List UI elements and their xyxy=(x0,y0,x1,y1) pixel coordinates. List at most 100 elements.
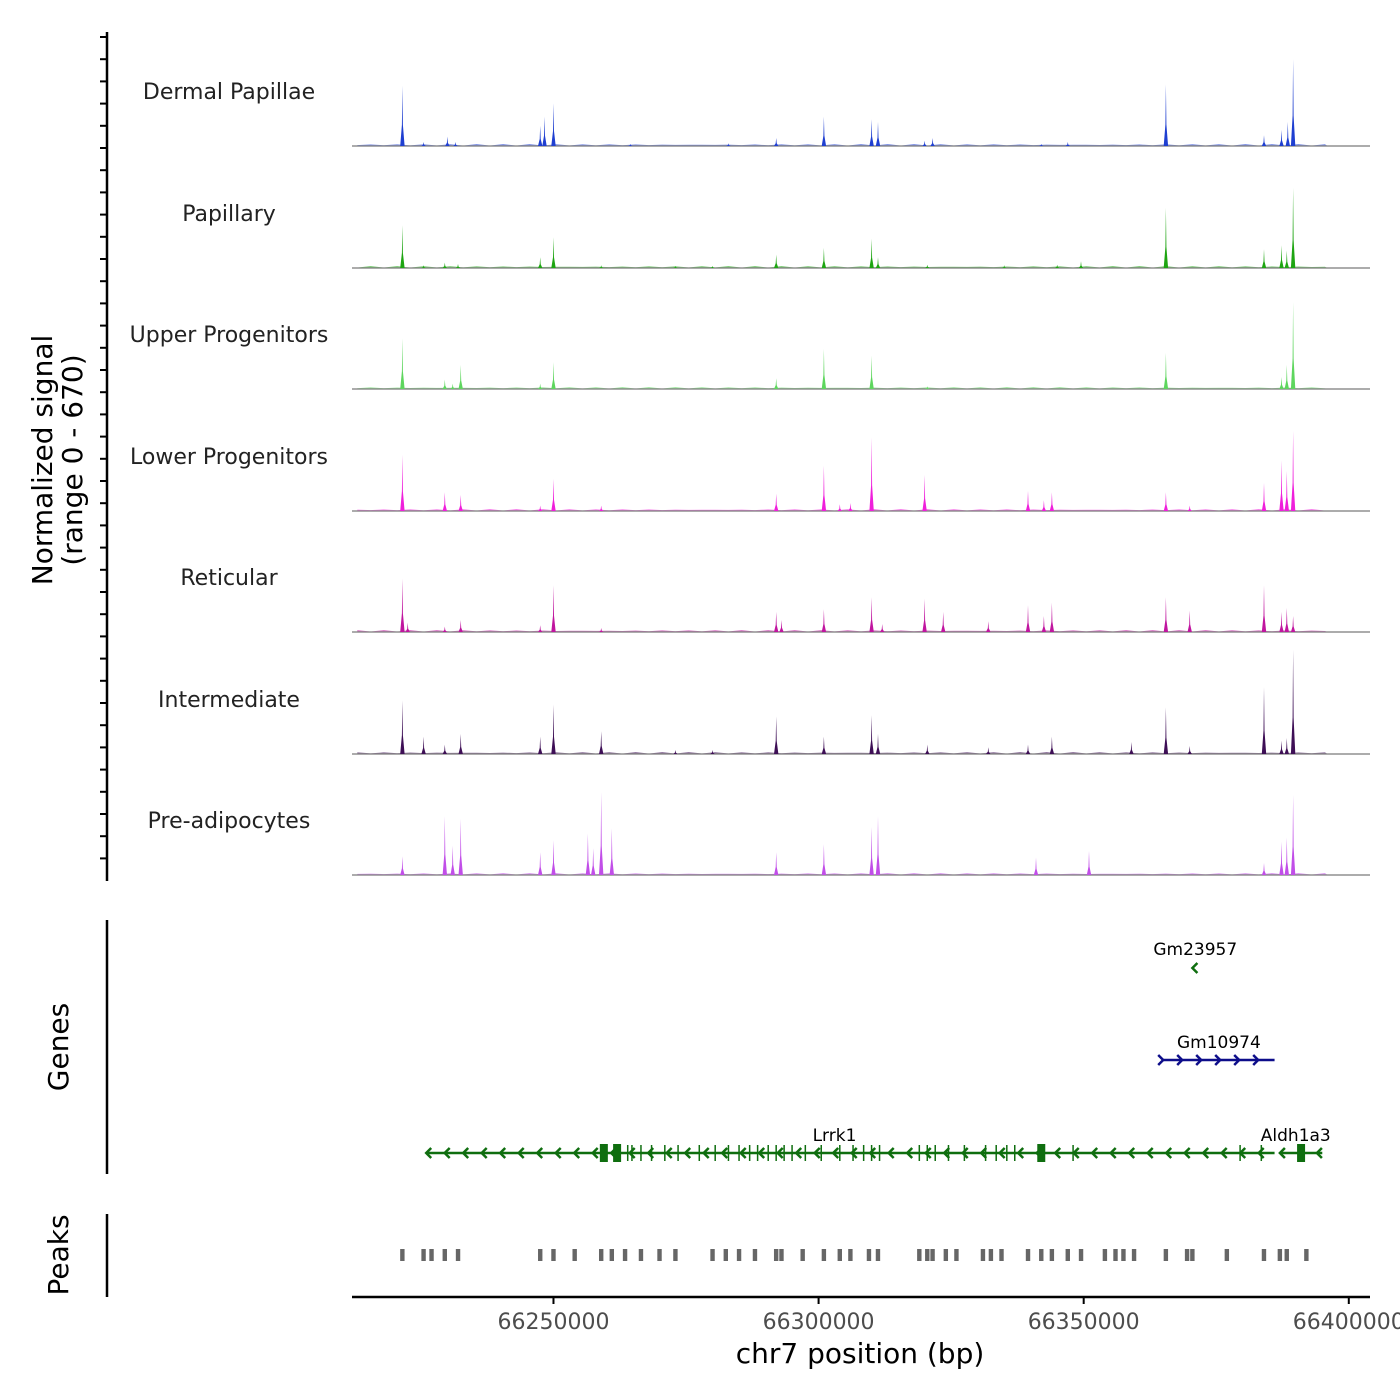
strand-arrow xyxy=(997,1147,1006,1159)
signal-peak xyxy=(869,826,874,875)
strand-arrow xyxy=(923,1147,932,1159)
signal-peak xyxy=(400,85,405,146)
signal-peak xyxy=(821,736,827,754)
peak-region xyxy=(1304,1249,1309,1261)
peak-region xyxy=(837,1249,842,1261)
strand-arrow xyxy=(1127,1147,1136,1159)
strand-arrow xyxy=(701,1147,710,1159)
signal-peak xyxy=(1261,249,1267,268)
track-lower-progenitors: Lower Progenitors xyxy=(130,430,1370,512)
signal-peak xyxy=(986,747,991,754)
signal-peak xyxy=(837,504,842,511)
signal-peak xyxy=(400,454,405,511)
peak-region xyxy=(710,1249,715,1261)
signal-peak xyxy=(453,142,458,146)
signal-peak xyxy=(875,257,881,268)
signal-peak xyxy=(458,494,463,511)
strand-arrow xyxy=(1190,962,1199,974)
strand-arrow xyxy=(535,1147,544,1159)
signal-peak xyxy=(551,704,556,754)
signal-peak xyxy=(1025,744,1031,754)
signal-peak xyxy=(1163,707,1169,754)
peak-region xyxy=(980,1249,986,1261)
signal-peak xyxy=(400,225,405,268)
signal-peak xyxy=(442,744,447,754)
strand-arrow xyxy=(1214,1054,1222,1066)
track-label: Pre-adipocytes xyxy=(148,809,311,834)
signal-peak xyxy=(869,437,874,511)
signal-peak xyxy=(421,736,426,754)
strand-arrow xyxy=(1195,1054,1203,1066)
signal-peak xyxy=(1163,492,1169,511)
strand-arrow xyxy=(1278,1147,1286,1159)
x-tick-label: 66250000 xyxy=(497,1310,609,1335)
strand-arrow xyxy=(1233,1054,1241,1066)
signal-peak xyxy=(1261,135,1267,146)
peak-region xyxy=(421,1249,426,1261)
peak-region xyxy=(1261,1249,1267,1261)
signal-peak xyxy=(1290,649,1296,754)
signal-peak xyxy=(400,856,405,875)
peak-region xyxy=(429,1249,434,1261)
signal-peak xyxy=(628,144,633,146)
strand-arrow xyxy=(886,1147,895,1159)
strand-arrow xyxy=(553,1147,562,1159)
peak-region xyxy=(598,1249,604,1261)
signal-peak xyxy=(458,364,463,389)
signal-peak xyxy=(1279,460,1284,511)
signal-peak xyxy=(450,383,455,389)
signal-peak xyxy=(922,598,927,632)
strand-arrow xyxy=(590,1147,599,1159)
strand-arrow xyxy=(812,1147,821,1159)
signal-peak xyxy=(400,338,405,389)
signal-peak xyxy=(599,792,604,875)
signal-peak xyxy=(551,478,556,511)
peak-region xyxy=(1163,1249,1169,1261)
signal-peak xyxy=(400,700,405,754)
x-tick-label: 66300000 xyxy=(763,1310,875,1335)
signal-peak xyxy=(1290,616,1296,632)
signal-peak xyxy=(774,493,779,511)
signal-peak xyxy=(1279,129,1284,146)
signal-peak xyxy=(1187,505,1192,511)
signal-peak xyxy=(710,266,715,268)
signal-peak xyxy=(1086,850,1092,875)
signal-peak xyxy=(821,465,827,511)
signal-peak xyxy=(609,828,614,875)
signal-peak xyxy=(875,733,881,754)
signal-peak xyxy=(1284,470,1289,511)
gene-label: Gm23957 xyxy=(1153,940,1237,960)
strand-arrow xyxy=(627,1147,636,1159)
strand-arrow xyxy=(1145,1147,1154,1159)
gene-label: Aldh1a3 xyxy=(1261,1126,1331,1146)
gene-gm23957: Gm23957 xyxy=(1153,940,1237,974)
strand-arrow xyxy=(794,1147,803,1159)
peak-region xyxy=(736,1249,742,1261)
signal-peak xyxy=(551,362,556,389)
strand-arrow xyxy=(1252,1054,1260,1066)
peak-region xyxy=(572,1249,577,1261)
signal-peak xyxy=(538,383,543,389)
peak-region xyxy=(1065,1249,1070,1261)
track-reticular: Reticular xyxy=(180,566,1370,633)
track-upper-progenitors: Upper Progenitors xyxy=(130,302,1370,390)
peak-region xyxy=(538,1249,543,1261)
strand-arrow xyxy=(942,1147,951,1159)
signal-peak xyxy=(1187,746,1192,754)
peak-regions-track xyxy=(400,1249,1309,1261)
x-tick-label: 66350000 xyxy=(1028,1310,1140,1335)
strand-arrow xyxy=(849,1147,858,1159)
peak-region xyxy=(400,1249,405,1261)
strand-arrow xyxy=(664,1147,673,1159)
signal-peak xyxy=(869,715,874,754)
gene-lrrk1: Lrrk1 xyxy=(424,1126,1306,1162)
strand-arrow xyxy=(1090,1147,1099,1159)
signal-peak xyxy=(551,840,556,875)
signal-peak xyxy=(774,611,779,632)
signal-peak xyxy=(458,620,463,632)
peak-region xyxy=(1284,1249,1289,1261)
signal-peak xyxy=(1049,492,1055,511)
signal-peak xyxy=(986,621,991,632)
strand-arrow xyxy=(738,1147,747,1159)
coverage-tracks: Dermal Papillae Papillary Upper Progenitor… xyxy=(130,59,1370,876)
